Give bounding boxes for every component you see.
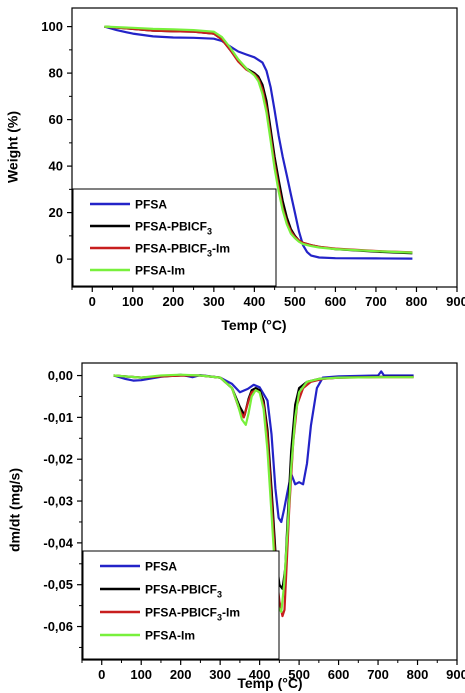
y-tick-label: 20	[49, 205, 63, 220]
weight-chart: 0 100 200 300 400 500 600 700 800 900 0 20 40 60 80 10…	[5, 7, 465, 333]
x-axis: 0 100 200 300 400 500 600 700 800 900	[71, 287, 465, 309]
x-tick-label: 0	[98, 667, 105, 682]
x-tick-label: 100	[130, 667, 152, 682]
x-tick-label: 500	[284, 294, 306, 309]
series-lines	[104, 25, 413, 260]
y-tick-label: -0,06	[43, 619, 73, 634]
x-tick-label: 900	[446, 294, 465, 309]
x-tick-label: 300	[203, 294, 225, 309]
series-lines	[113, 370, 414, 618]
y-axis: 0 20 40 60 80 100	[41, 19, 72, 267]
legend-label: PFSA	[135, 198, 167, 212]
y-axis-label: dm/dt (mg/s)	[7, 468, 23, 552]
series-line-1	[104, 25, 413, 260]
plot-frame	[71, 7, 458, 288]
x-tick-label: 600	[325, 294, 347, 309]
y-axis-label: Weight (%)	[5, 111, 21, 183]
series-line-4	[113, 373, 414, 613]
legend-box	[82, 550, 280, 660]
legend: PFSA PFSA-PBICF3 PFSA-PBICF3-Im PFSA-Im	[82, 550, 280, 660]
legend-label: PFSA-PBICF3-Im	[145, 606, 240, 623]
x-axis: 0 100 200 300 400 500 600 700 800 900	[81, 660, 465, 682]
y-tick-label: 40	[49, 159, 63, 174]
x-tick-label: 200	[162, 294, 184, 309]
legend-label: PFSA-Im	[135, 264, 185, 278]
x-tick-label: 200	[170, 667, 192, 682]
series-line-1	[113, 370, 414, 524]
y-tick-label: -0,04	[43, 535, 73, 550]
y-tick-label: -0,02	[43, 452, 73, 467]
x-tick-label: 700	[367, 667, 389, 682]
y-tick-label: -0,01	[43, 410, 73, 425]
series-line-4	[104, 25, 413, 254]
legend: PFSA PFSA-PBICF3 PFSA-PBICF3-Im PFSA-Im	[72, 188, 277, 287]
legend-label: PFSA-PBICF3	[135, 220, 212, 237]
x-tick-label: 300	[209, 667, 231, 682]
x-tick-label: 400	[244, 294, 266, 309]
y-tick-label: 80	[49, 66, 63, 81]
x-axis-label: Temp (°C)	[221, 317, 286, 333]
legend-label: PFSA-PBICF3	[145, 583, 222, 600]
y-tick-label: 100	[41, 19, 63, 34]
legend-label: PFSA-PBICF3-Im	[135, 242, 230, 259]
x-tick-label: 400	[249, 667, 271, 682]
y-tick-label: 60	[49, 112, 63, 127]
y-tick-label: 0,00	[48, 368, 73, 383]
x-tick-label: 600	[328, 667, 350, 682]
y-axis: 0,00 -0,01 -0,02 -0,03 -0,04 -0,05 -0,06	[43, 368, 82, 648]
x-tick-label: 800	[406, 294, 428, 309]
legend-label: PFSA	[145, 560, 177, 574]
x-tick-label: 100	[122, 294, 144, 309]
legend-label: PFSA-Im	[145, 629, 195, 643]
plot-frame	[81, 362, 458, 661]
dmdt-chart: 0 100 200 300 400 500 600 700 800 900 0,00 -0,01 -0…	[7, 362, 465, 691]
y-tick-label: 0	[56, 252, 63, 267]
y-tick-label: -0,03	[43, 494, 73, 509]
x-tick-label: 900	[446, 667, 465, 682]
x-tick-label: 500	[288, 667, 310, 682]
x-tick-label: 0	[89, 294, 96, 309]
y-tick-label: -0,05	[43, 577, 73, 592]
x-tick-label: 700	[365, 294, 387, 309]
x-tick-label: 800	[407, 667, 429, 682]
x-axis-label: Temp (°C)	[237, 675, 302, 691]
